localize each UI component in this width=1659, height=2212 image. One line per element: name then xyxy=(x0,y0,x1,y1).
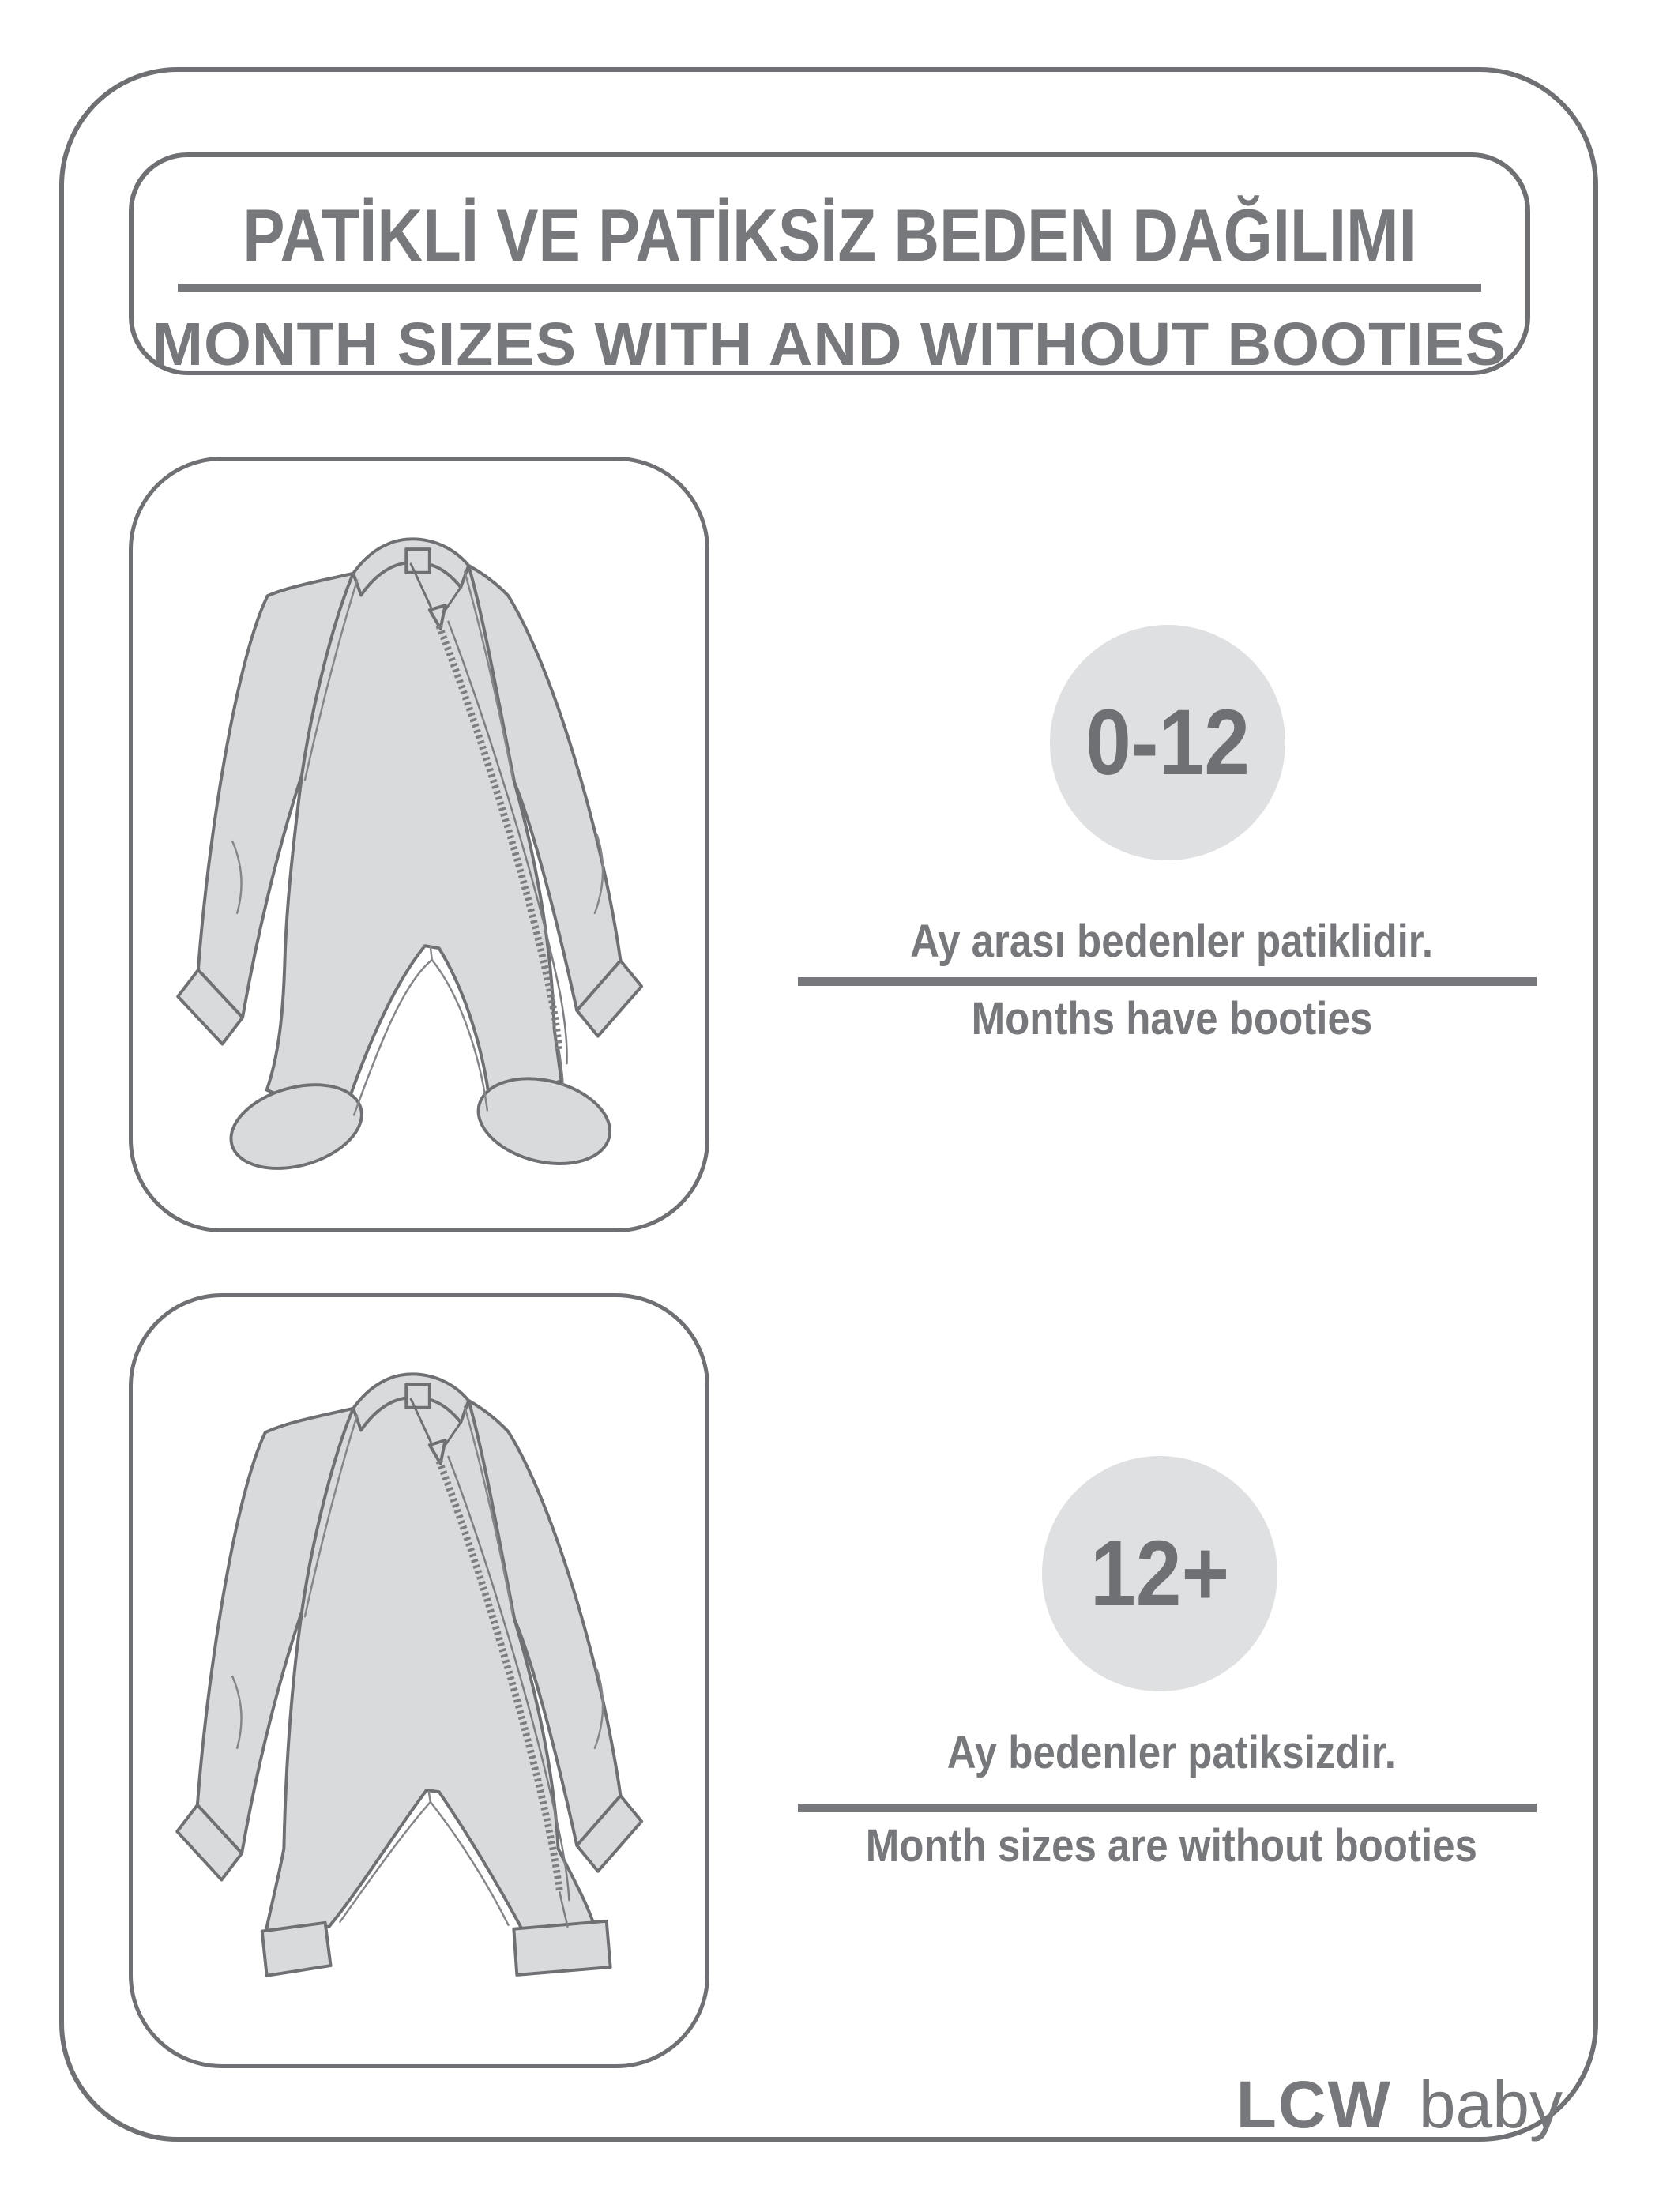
badge-0-12: 0-12 xyxy=(1050,625,1285,860)
badge-0-12-label: 0-12 xyxy=(1085,690,1250,795)
brand-lcw: LCW xyxy=(1236,2067,1392,2142)
header-box: PATİKLİ VE PATİKSİZ BEDEN DAĞILIMI MONTH… xyxy=(129,152,1530,375)
right-ankle-cuff xyxy=(512,1919,612,1977)
caption-no-booties-english: Month sizes are without booties xyxy=(865,1820,1478,1872)
outer-border xyxy=(59,67,1598,2142)
left-ankle-cuff xyxy=(260,1920,333,1977)
garment-box-footed xyxy=(129,457,709,1232)
footed-sleepsuit-illustration xyxy=(176,537,644,1170)
title-turkish: PATİKLİ VE PATİKSİZ BEDEN DAĞILIMI xyxy=(243,194,1416,276)
right-bootie xyxy=(476,1077,612,1165)
caption-divider-1 xyxy=(798,977,1537,986)
title-english: MONTH SIZES WITH AND WITHOUT BOOTIES xyxy=(152,310,1507,378)
caption-no-booties-turkish: Ay bedenler patiksizdir. xyxy=(946,1727,1397,1778)
left-bootie xyxy=(229,1083,363,1170)
title-divider xyxy=(178,284,1481,292)
badge-12-plus-label: 12+ xyxy=(1089,1522,1230,1626)
caption-divider-2 xyxy=(798,1804,1537,1812)
caption-booties-english: Months have booties xyxy=(971,993,1372,1044)
badge-12-plus: 12+ xyxy=(1042,1456,1277,1691)
brand-logo: LCW baby xyxy=(1236,2071,1563,2138)
garment-box-footless xyxy=(129,1293,709,2068)
caption-booties-turkish: Ay arası bedenler patiklidir. xyxy=(910,916,1433,967)
brand-baby: baby xyxy=(1418,2067,1563,2142)
footless-sleepsuit-illustration xyxy=(175,1372,644,1977)
